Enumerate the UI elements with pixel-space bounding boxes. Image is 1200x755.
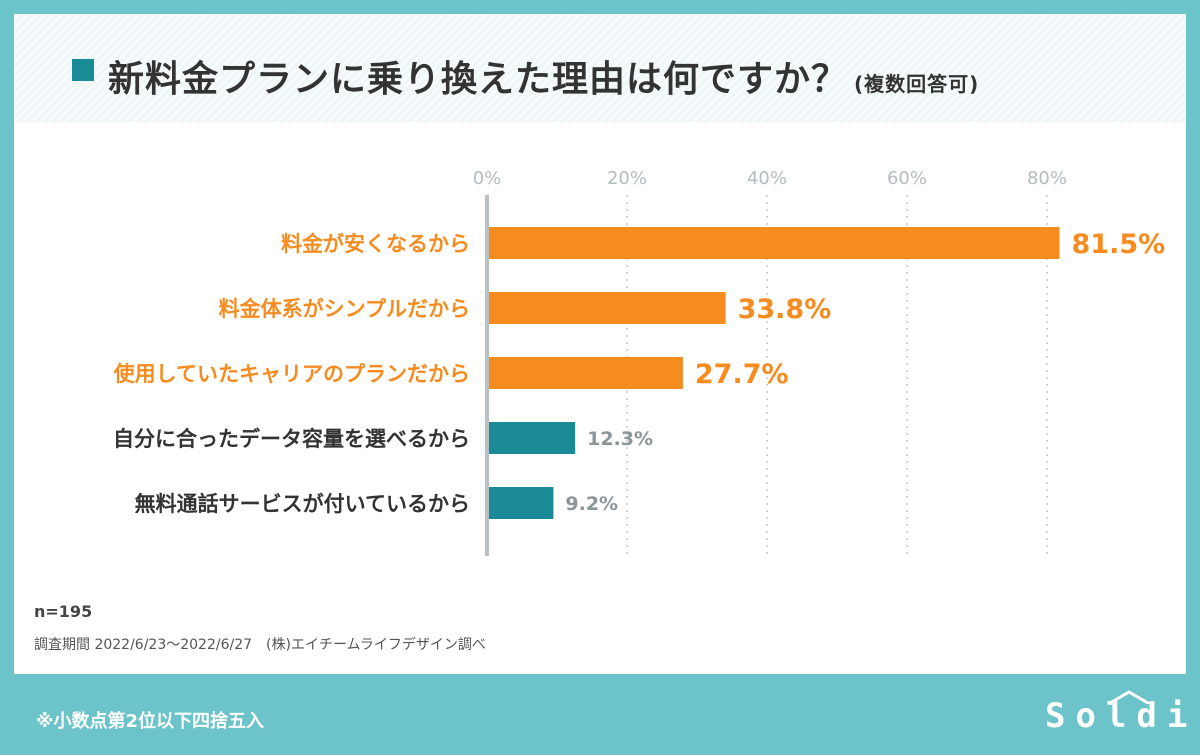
title-marker-square (72, 59, 94, 81)
category-label: 無料通話サービスが付いているから (135, 492, 470, 516)
soldi-logo: Soldi (1045, 696, 1198, 736)
chart-title-main: 新料金プランに乗り換えた理由は何ですか？ (108, 59, 849, 100)
category-label: 使用していたキャリアのプランだから (113, 362, 470, 386)
category-label: 料金が安くなるから (281, 232, 470, 256)
rounding-note: ※小数点第2位以下四捨五入 (36, 711, 265, 732)
x-tick-label: 80% (1027, 168, 1067, 189)
data-label: 12.3% (587, 428, 653, 450)
data-label: 27.7% (695, 359, 789, 390)
chart-card: 新料金プランに乗り換えた理由は何ですか？ (複数回答可) (14, 14, 1186, 674)
category-label: 料金体系がシンプルだから (219, 297, 470, 321)
house-roof-icon (1108, 690, 1150, 704)
chart-title: 新料金プランに乗り換えた理由は何ですか？ (複数回答可) (108, 50, 979, 102)
bar (489, 357, 683, 389)
bar (489, 487, 554, 519)
data-label: 9.2% (565, 493, 618, 515)
x-tick-label: 40% (747, 168, 787, 189)
chart-title-sub: (複数回答可) (854, 72, 980, 96)
bar (489, 292, 726, 324)
x-tick-label: 60% (887, 168, 927, 189)
bar (489, 227, 1060, 259)
x-tick-label: 20% (607, 168, 647, 189)
data-label: 33.8% (738, 294, 832, 325)
sample-size: n=195 (34, 602, 93, 621)
title-band: 新料金プランに乗り換えた理由は何ですか？ (複数回答可) (14, 14, 1186, 122)
bar (489, 422, 576, 454)
x-tick-label: 0% (473, 168, 502, 189)
survey-source: 調査期間 2022/6/23〜2022/6/27 (株)エイチームライフデザイン… (34, 637, 486, 653)
data-label: 81.5% (1072, 229, 1166, 260)
category-label: 自分に合ったデータ容量を選べるから (113, 427, 470, 451)
